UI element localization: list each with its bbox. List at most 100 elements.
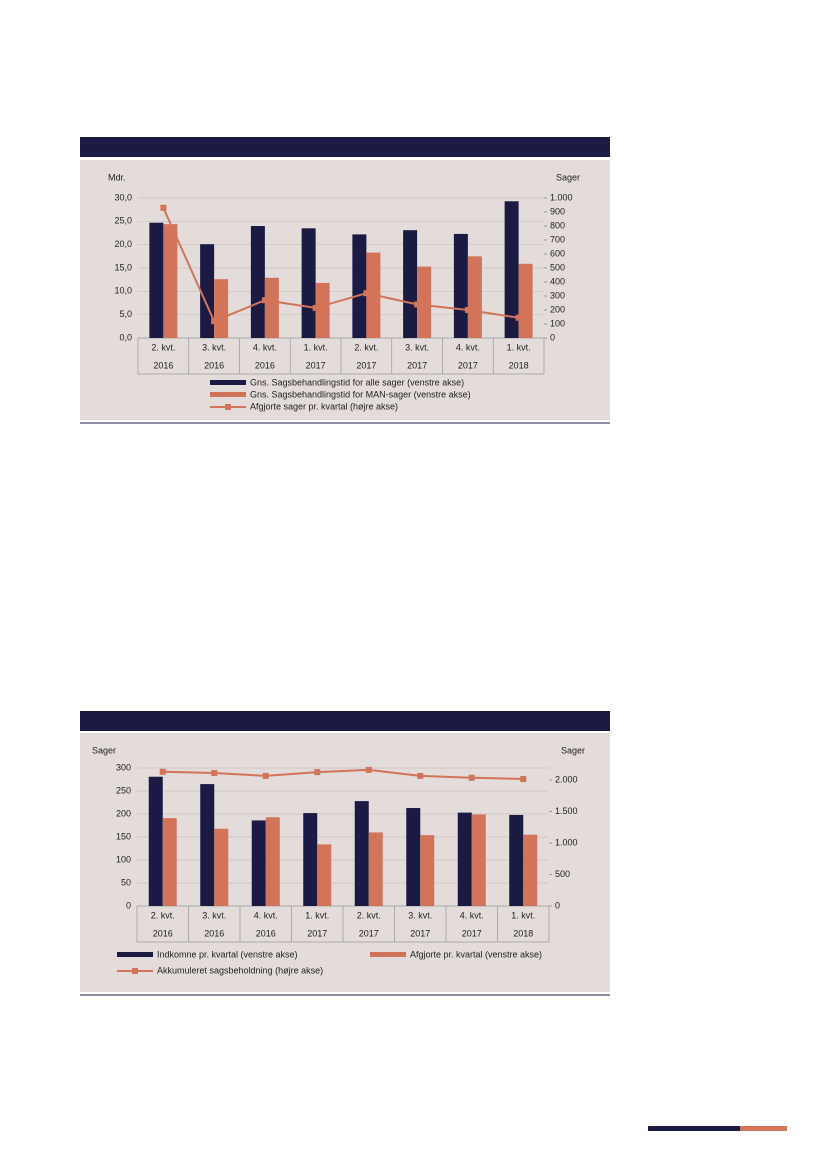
line-marker <box>211 770 218 777</box>
y2-tick-label: 500 <box>555 869 570 879</box>
x-tick-label: 3. kvt. <box>408 910 432 920</box>
y2-tick-label: 1.000 <box>550 192 573 202</box>
line-marker <box>515 314 522 321</box>
bar <box>509 814 524 906</box>
y2-tick-label: 2.000 <box>555 774 578 784</box>
legend-swatch <box>210 392 246 397</box>
line-marker <box>159 768 166 775</box>
footer-bar <box>648 1126 740 1131</box>
x-tick-label: 2017 <box>458 360 478 370</box>
bar <box>214 279 229 338</box>
legend-label: Gns. Sagsbehandlingstid for MAN-sager (v… <box>250 389 471 399</box>
line-marker <box>261 297 268 304</box>
bar <box>250 226 265 338</box>
x-tick-label: 2017 <box>410 928 430 938</box>
y-tick-label: 150 <box>116 831 131 841</box>
bar <box>148 776 163 906</box>
y-tick-label: 30,0 <box>114 192 132 202</box>
x-tick-label: 2. kvt. <box>357 910 381 920</box>
legend-label: Afgjorte sager pr. kvartal (højre akse) <box>250 401 398 411</box>
header-bar <box>80 137 610 157</box>
y2-tick-label: 700 <box>550 234 565 244</box>
x-tick-label: 2016 <box>153 360 173 370</box>
line-marker <box>160 204 167 211</box>
bar <box>417 266 432 338</box>
legend-marker <box>132 968 138 974</box>
line-marker <box>414 301 421 308</box>
bar <box>214 828 229 906</box>
y2-tick-label: 1.500 <box>555 806 578 816</box>
y2-tick-label: 100 <box>550 318 565 328</box>
bar <box>453 233 468 338</box>
header-bar <box>80 711 610 731</box>
x-tick-label: 4. kvt. <box>456 342 480 352</box>
x-tick-label: 4. kvt. <box>254 910 278 920</box>
line-series <box>162 768 524 781</box>
bar <box>354 801 369 906</box>
x-tick-label: 2. kvt. <box>151 910 175 920</box>
y-tick-label: 200 <box>116 808 131 818</box>
x-tick-label: 2016 <box>204 360 224 370</box>
x-tick-label: 4. kvt. <box>253 342 277 352</box>
y2-tick-label: 400 <box>550 276 565 286</box>
line-marker <box>468 774 475 781</box>
y2-axis-title: Sager <box>561 745 585 755</box>
x-tick-label: 2016 <box>256 928 276 938</box>
y2-tick-label: 300 <box>550 290 565 300</box>
y-tick-label: 250 <box>116 785 131 795</box>
x-tick-label: 4. kvt. <box>460 910 484 920</box>
line-series <box>162 207 519 323</box>
x-tick-label: 2017 <box>307 928 327 938</box>
line-marker <box>211 318 218 325</box>
bar <box>264 277 279 338</box>
y-tick-label: 300 <box>116 762 131 772</box>
legend-label: Gns. Sagsbehandlingstid for alle sager (… <box>250 377 464 387</box>
line-marker <box>520 776 527 783</box>
y-tick-label: 10,0 <box>114 286 132 296</box>
bar <box>457 812 472 906</box>
x-tick-label: 2. kvt. <box>151 342 175 352</box>
legend-label: Afgjorte pr. kvartal (venstre akse) <box>410 949 542 959</box>
y2-axis-title: Sager <box>556 172 580 182</box>
x-tick-label: 3. kvt. <box>202 342 226 352</box>
y-tick-label: 20,0 <box>114 239 132 249</box>
x-tick-label: 1. kvt. <box>507 342 531 352</box>
bar <box>523 834 538 906</box>
bar <box>467 256 482 338</box>
y-tick-label: 15,0 <box>114 262 132 272</box>
y2-tick-label: 800 <box>550 220 565 230</box>
bar <box>504 201 519 338</box>
y2-tick-label: 1.000 <box>555 837 578 847</box>
bar <box>368 832 383 906</box>
line-marker <box>314 769 321 776</box>
y2-tick-label: 0 <box>550 332 555 342</box>
x-tick-label: 2016 <box>153 928 173 938</box>
x-tick-label: 2017 <box>306 360 326 370</box>
x-tick-label: 2017 <box>462 928 482 938</box>
legend-label: Indkomne pr. kvartal (venstre akse) <box>157 949 298 959</box>
x-tick-label: 2017 <box>356 360 376 370</box>
x-tick-label: 1. kvt. <box>305 910 329 920</box>
x-tick-label: 3. kvt. <box>405 342 429 352</box>
bar <box>420 835 435 906</box>
line-marker <box>312 304 319 311</box>
legend-swatch <box>210 380 246 385</box>
y-tick-label: 0,0 <box>119 332 132 342</box>
x-tick-label: 1. kvt. <box>304 342 328 352</box>
bar <box>301 228 316 338</box>
x-tick-label: 2. kvt. <box>354 342 378 352</box>
line-marker <box>417 772 424 779</box>
x-tick-label: 2016 <box>204 928 224 938</box>
line-marker <box>262 772 269 779</box>
bar <box>317 844 332 906</box>
x-tick-label: 3. kvt. <box>202 910 226 920</box>
y2-tick-label: 600 <box>550 248 565 258</box>
bar <box>406 808 421 906</box>
x-tick-label: 2017 <box>359 928 379 938</box>
x-tick-label: 2018 <box>513 928 533 938</box>
line-marker <box>363 290 370 297</box>
bar <box>403 230 418 338</box>
legend-marker <box>225 404 231 410</box>
